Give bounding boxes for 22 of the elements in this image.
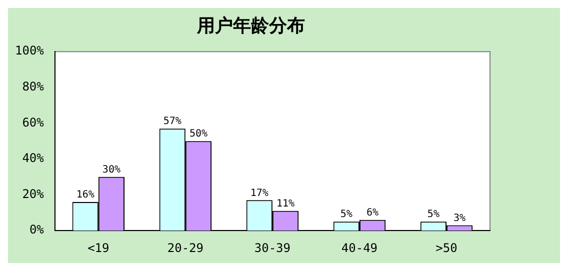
data-label: 3% — [454, 212, 466, 224]
x-tick-label: >50 — [436, 240, 458, 255]
y-tick-label: 60% — [22, 115, 45, 130]
x-tick-label: <19 — [88, 240, 110, 255]
data-label: 5% — [340, 209, 352, 220]
chart-title: 用户年龄分布 — [196, 15, 305, 36]
data-label: 30% — [102, 164, 120, 176]
data-label: 16% — [76, 190, 94, 201]
y-tick-label: 80% — [22, 80, 45, 94]
x-tick-label: 40-49 — [341, 240, 378, 255]
y-tick-label: 100% — [14, 44, 45, 58]
y-tick-label: 20% — [22, 186, 45, 201]
data-label: 6% — [366, 207, 379, 218]
y-tick-label: 0% — [29, 222, 45, 237]
data-label: 5% — [427, 209, 440, 220]
data-label: 11% — [276, 198, 295, 210]
data-label: 57% — [163, 116, 182, 128]
x-tick-label: 30-39 — [254, 240, 291, 255]
data-label: 50% — [189, 128, 208, 140]
x-tick-label: 20-29 — [167, 240, 204, 255]
y-tick-label: 40% — [22, 151, 45, 166]
data-label: 17% — [250, 188, 268, 199]
